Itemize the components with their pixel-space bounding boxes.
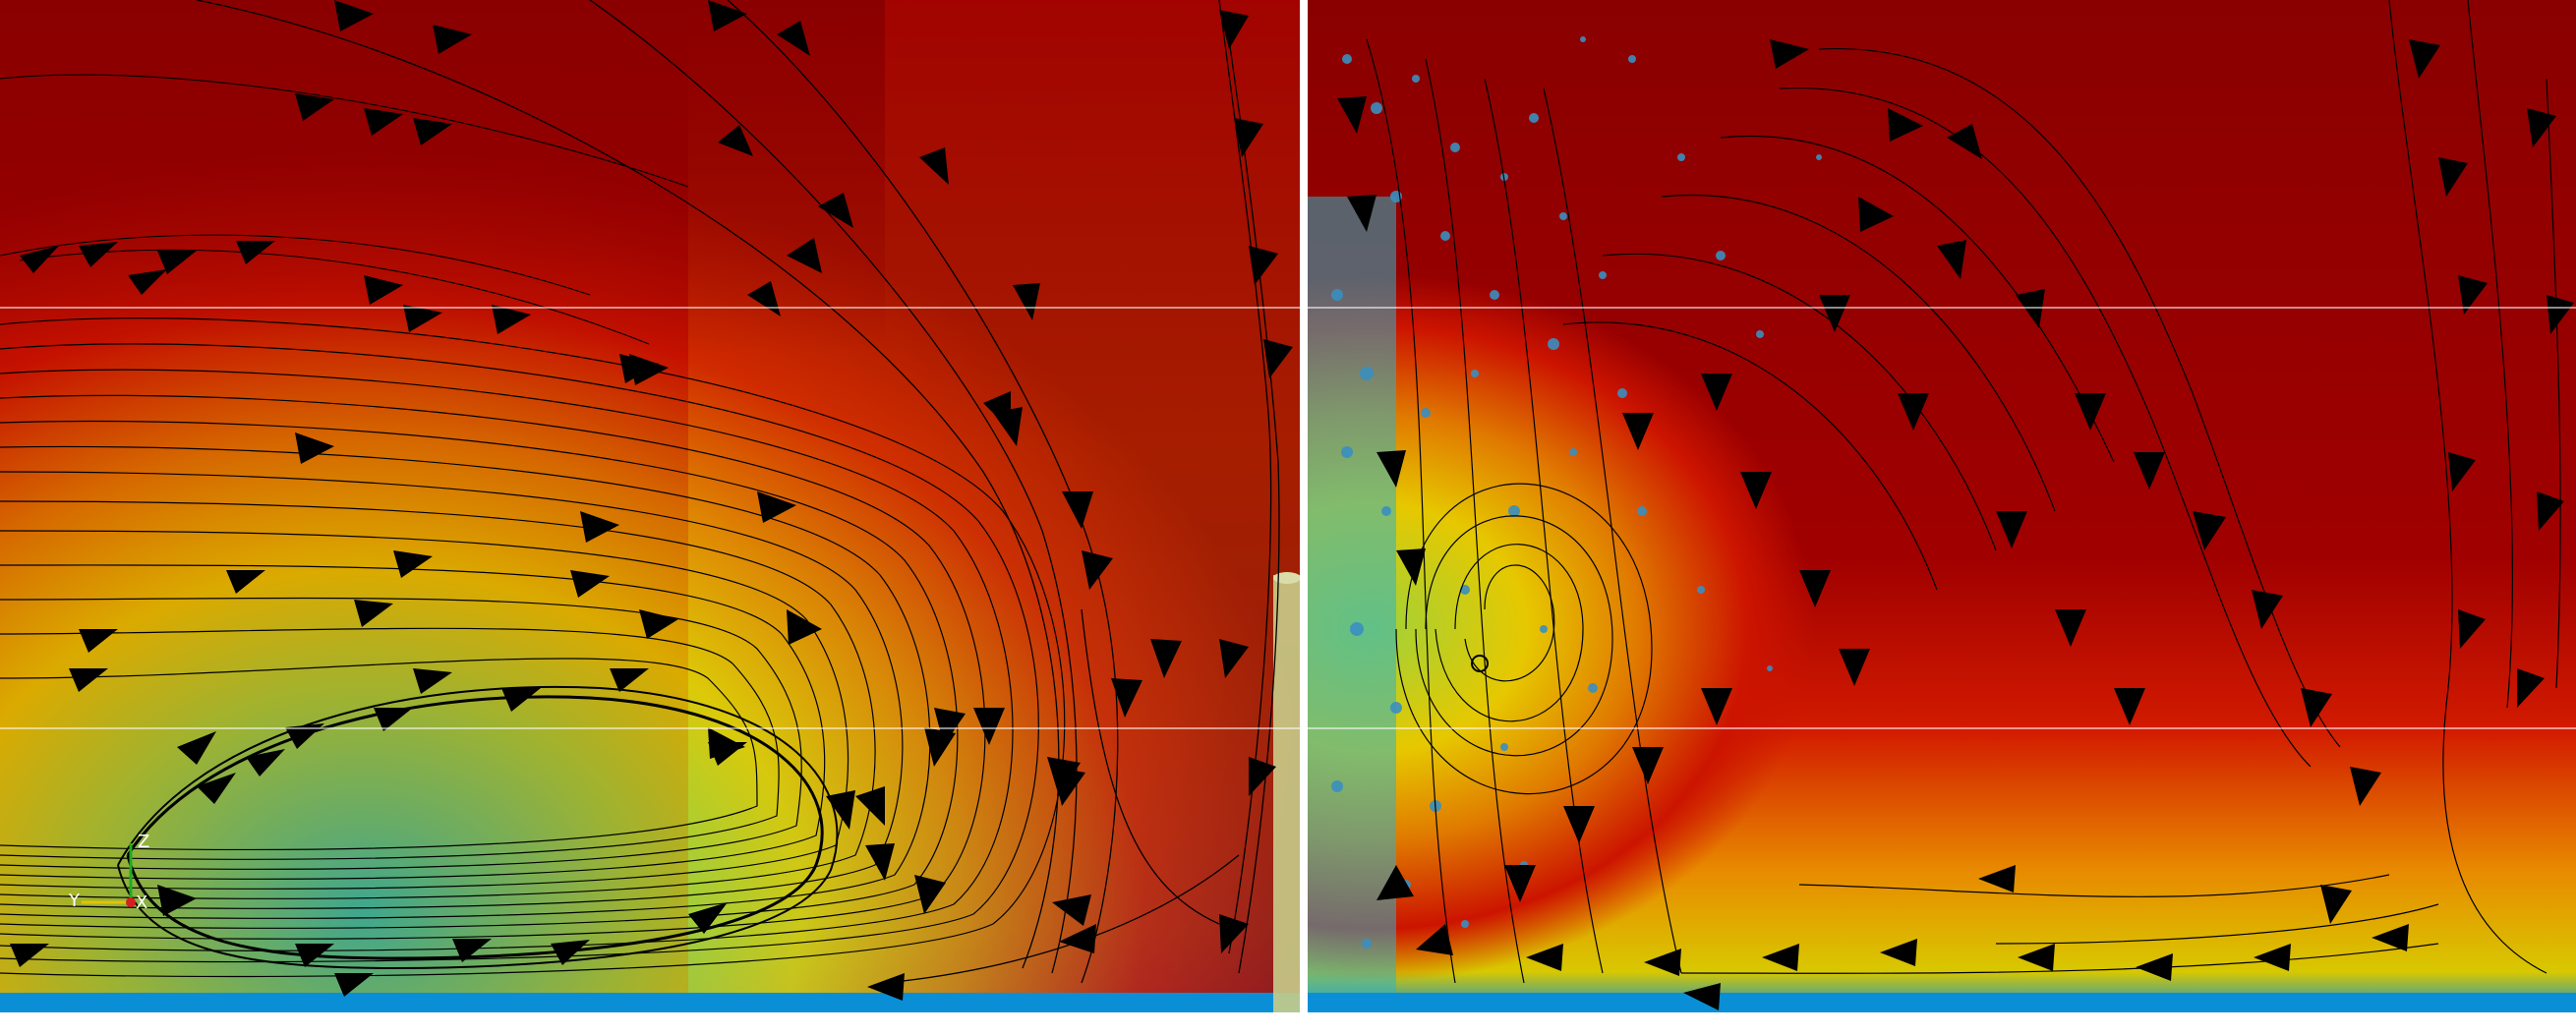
arrow	[393, 550, 433, 578]
right-flow-field	[1308, 0, 2576, 1012]
cylinder-body	[1273, 575, 1300, 1012]
arrow	[433, 25, 472, 54]
arrow	[867, 973, 905, 1001]
arrow	[285, 723, 324, 749]
arrow	[787, 238, 822, 273]
arrow	[295, 432, 334, 464]
arrow	[197, 773, 236, 804]
arrow	[334, 973, 374, 997]
arrow	[1150, 639, 1182, 678]
arrow	[570, 570, 610, 598]
arrow	[177, 731, 216, 765]
arrow	[993, 407, 1023, 446]
arrow	[128, 269, 167, 295]
arrow	[295, 93, 334, 121]
arrow	[1263, 339, 1293, 378]
arrow	[1249, 246, 1278, 285]
arrow	[718, 125, 753, 156]
arrow	[157, 885, 197, 916]
arrow	[1062, 491, 1093, 529]
arrow	[1111, 678, 1142, 718]
arrow	[1059, 924, 1096, 953]
right-flow-panel	[1308, 0, 2576, 1012]
streamline-arrows	[1337, 39, 2574, 1010]
arrow	[295, 944, 334, 967]
arrow	[639, 609, 678, 639]
arrow	[787, 609, 822, 645]
arrow	[501, 688, 541, 712]
arrow	[452, 939, 492, 962]
left-flow-field: Z Y X	[0, 0, 1300, 1012]
arrow	[364, 108, 403, 136]
arrow	[157, 251, 197, 274]
arrow	[413, 118, 452, 145]
axis-x-label: X	[136, 892, 147, 913]
axis-y-label: Y	[68, 891, 81, 911]
arrow	[334, 0, 374, 31]
arrow	[757, 491, 796, 523]
axis-z-label: Z	[138, 832, 149, 852]
vortex-core	[1471, 655, 1489, 672]
arrow	[580, 511, 619, 543]
arrow	[364, 275, 403, 305]
arrow	[551, 940, 590, 965]
floor-band	[1308, 993, 2576, 1012]
arrow	[10, 944, 49, 967]
arrow	[413, 668, 452, 694]
arrow	[79, 242, 118, 267]
arrow	[914, 875, 946, 914]
arrow	[1219, 10, 1249, 49]
arrow	[1219, 914, 1249, 953]
arrow	[374, 708, 413, 731]
arrow	[1219, 639, 1249, 678]
arrow	[708, 0, 747, 31]
floor-band	[0, 993, 1300, 1012]
velocity-field-top-shade	[0, 0, 885, 354]
jet-core	[1308, 197, 1396, 1003]
arrow	[619, 354, 659, 383]
arrow	[226, 570, 265, 594]
upper-streamlines	[0, 74, 689, 345]
arrow	[818, 193, 853, 228]
axes-triad: Z Y X	[68, 832, 149, 913]
arrow	[610, 668, 649, 692]
guide-line-upper	[0, 307, 2576, 309]
arrow	[688, 902, 728, 934]
streamline-arrows	[10, 0, 1293, 1001]
cylinder-top	[1273, 572, 1300, 584]
arrow	[236, 241, 275, 264]
bottom-margin	[0, 1012, 2576, 1036]
arrow	[1082, 550, 1113, 590]
arrow	[492, 305, 531, 334]
arrow	[69, 668, 108, 692]
guide-line-lower	[0, 727, 2576, 729]
panel-divider	[1300, 0, 1308, 1036]
arrow	[826, 790, 855, 830]
jet-region	[1308, 0, 2576, 1012]
arrow	[1234, 118, 1263, 157]
arrow	[1052, 894, 1091, 926]
arrow	[855, 786, 885, 826]
arrow	[973, 708, 1005, 745]
arrow	[246, 749, 285, 777]
arrow	[777, 21, 810, 56]
arrow	[865, 843, 895, 881]
arrow	[1052, 767, 1085, 806]
arrow	[20, 246, 59, 273]
streamlines	[1366, 0, 2561, 984]
left-flow-panel: Z Y X	[0, 0, 1300, 1012]
particle-cloud	[1331, 36, 1822, 949]
arrow	[354, 600, 393, 627]
arrow	[1013, 283, 1040, 320]
arrow	[79, 629, 118, 653]
arrow	[1249, 757, 1276, 796]
arrow	[919, 147, 949, 185]
arrow	[924, 727, 956, 767]
arrow	[403, 305, 442, 332]
arrow	[708, 742, 747, 766]
